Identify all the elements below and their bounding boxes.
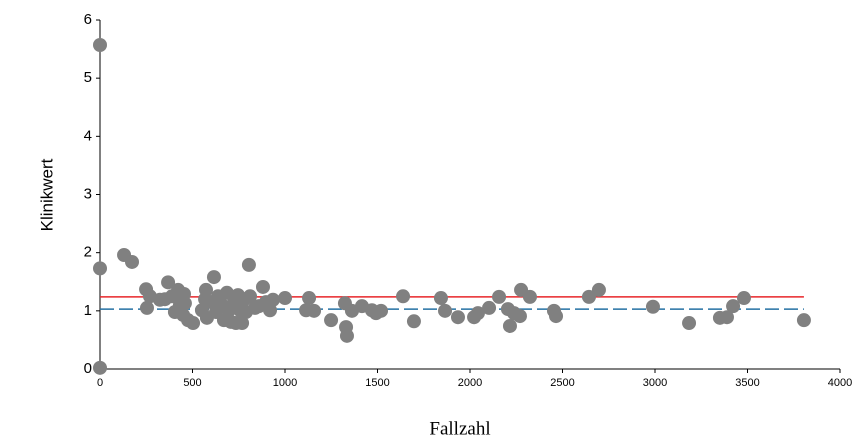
point xyxy=(512,309,527,324)
point xyxy=(265,292,280,307)
point xyxy=(302,291,317,306)
point xyxy=(186,316,201,331)
y-tick-label: 0 xyxy=(84,360,92,377)
point xyxy=(374,303,389,318)
point xyxy=(406,314,421,329)
x-tick-label: 1000 xyxy=(273,377,297,389)
y-tick-label: 6 xyxy=(84,11,92,28)
point xyxy=(522,289,537,304)
y-tick-label: 5 xyxy=(84,69,92,86)
point xyxy=(396,289,411,304)
point xyxy=(433,291,448,306)
point xyxy=(736,291,751,306)
point xyxy=(177,296,192,311)
x-tick-label: 1500 xyxy=(365,377,389,389)
y-axis-label: Klinikwert xyxy=(37,158,56,231)
point xyxy=(139,300,154,315)
point xyxy=(324,313,339,328)
point xyxy=(470,306,485,321)
point xyxy=(549,309,564,324)
point xyxy=(492,289,507,304)
x-tick-label: 2500 xyxy=(550,377,574,389)
x-tick-label: 3000 xyxy=(643,377,667,389)
point xyxy=(645,299,660,314)
point xyxy=(243,289,258,304)
y-tick-label: 2 xyxy=(84,244,92,261)
x-tick-label: 2000 xyxy=(458,377,482,389)
point xyxy=(125,254,140,269)
point xyxy=(719,310,734,325)
x-tick-label: 4000 xyxy=(828,377,852,389)
point xyxy=(591,282,606,297)
point xyxy=(206,270,221,285)
x-tick-label: 500 xyxy=(183,377,201,389)
point xyxy=(307,303,322,318)
point xyxy=(502,318,517,333)
point xyxy=(235,316,250,331)
point xyxy=(682,316,697,331)
x-tick-label: 0 xyxy=(97,377,103,389)
point xyxy=(726,299,741,314)
x-axis-label: Fallzahl xyxy=(429,418,490,439)
point xyxy=(438,303,453,318)
point xyxy=(93,38,107,53)
y-tick-label: 1 xyxy=(84,302,92,319)
point xyxy=(199,282,214,297)
x-tick-label: 3500 xyxy=(735,377,759,389)
point xyxy=(255,279,270,294)
point xyxy=(581,289,596,304)
point xyxy=(482,300,497,315)
point xyxy=(241,257,256,272)
point xyxy=(796,313,811,328)
point xyxy=(450,310,465,325)
y-tick-label: 4 xyxy=(84,127,92,144)
point xyxy=(93,261,107,276)
y-tick-label: 3 xyxy=(84,185,92,202)
point xyxy=(278,291,292,306)
point xyxy=(93,360,107,375)
point xyxy=(161,275,176,290)
point xyxy=(339,328,354,343)
